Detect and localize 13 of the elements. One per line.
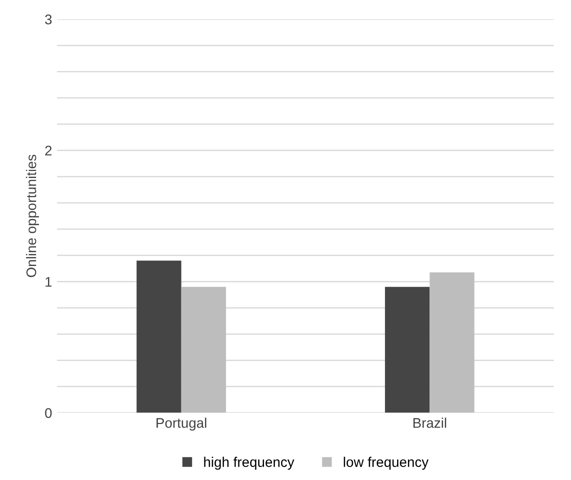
bar [384,286,430,413]
y-tick-label: 2 [45,146,52,156]
y-tick-label: 0 [45,408,52,418]
x-tick-label: Portugal [156,418,206,431]
y-tick-label: 3 [45,14,52,24]
bar [136,260,182,413]
bar [430,272,474,413]
y-axis-title: Online opportunities [26,154,39,278]
y-tick-label: 1 [46,277,52,287]
x-tick-label: Brazil [413,418,446,428]
bar [181,286,226,413]
legend-label: low frequency [344,456,429,470]
legend-label: high frequency [204,456,294,470]
